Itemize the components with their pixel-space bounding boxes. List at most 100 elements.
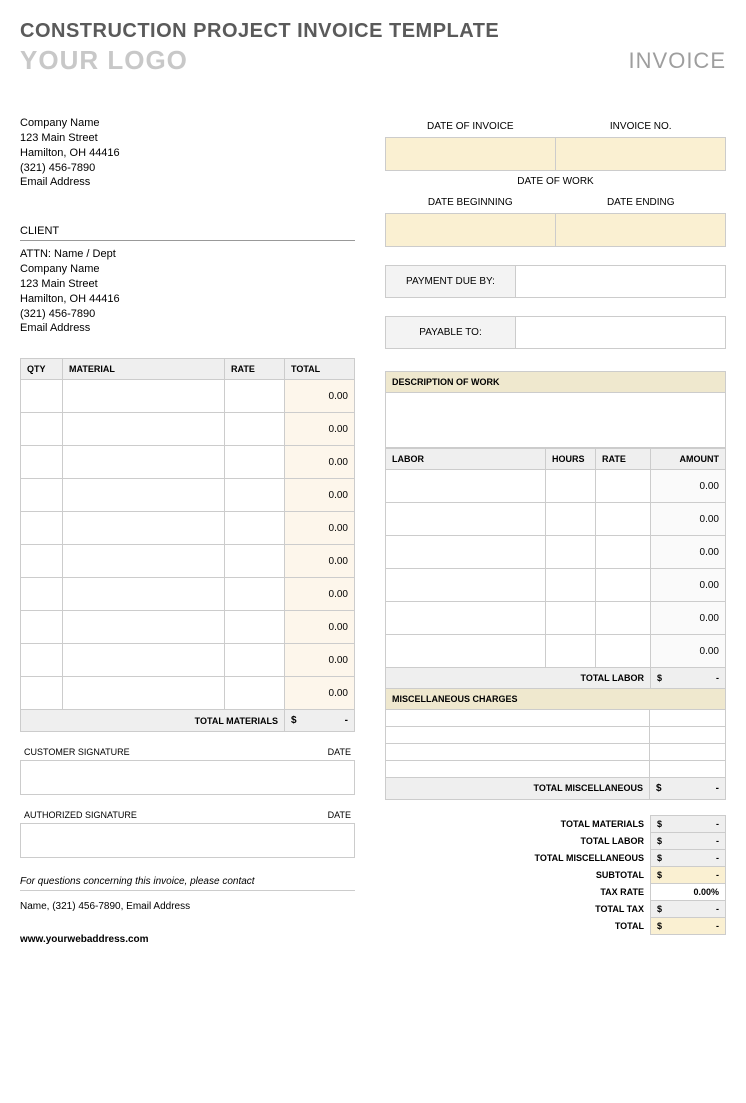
misc-charges-header: MISCELLANEOUS CHARGES <box>385 689 726 710</box>
material-row-desc[interactable] <box>63 479 225 512</box>
date-of-invoice-input[interactable] <box>386 138 556 170</box>
labor-row-hours[interactable] <box>546 470 596 503</box>
summary-label: TOTAL MATERIALS <box>491 816 651 833</box>
labor-row-desc[interactable] <box>386 503 546 536</box>
material-row-qty[interactable] <box>21 578 63 611</box>
material-row-total: 0.00 <box>285 578 355 611</box>
material-row-desc[interactable] <box>63 512 225 545</box>
summary-value: $- <box>651 833 726 850</box>
labor-row-hours[interactable] <box>546 602 596 635</box>
misc-row-desc[interactable] <box>386 761 650 777</box>
material-row-qty[interactable] <box>21 512 63 545</box>
payable-to-input[interactable] <box>516 317 725 348</box>
summary-label: TOTAL MISCELLANEOUS <box>491 850 651 867</box>
summary-value: $- <box>651 901 726 918</box>
authorized-signature-box[interactable] <box>20 823 355 858</box>
material-row-desc[interactable] <box>63 413 225 446</box>
misc-row-desc[interactable] <box>386 727 650 743</box>
labor-row-rate[interactable] <box>596 569 651 602</box>
material-row-desc[interactable] <box>63 446 225 479</box>
invoice-date-input-row <box>385 137 726 171</box>
client-heading: CLIENT <box>20 225 355 241</box>
misc-total-label: TOTAL MISCELLANEOUS <box>386 778 650 799</box>
customer-signature-box[interactable] <box>20 760 355 795</box>
material-row-rate[interactable] <box>225 446 285 479</box>
material-row-rate[interactable] <box>225 677 285 710</box>
material-row-qty[interactable] <box>21 611 63 644</box>
description-of-work-body[interactable] <box>385 393 726 448</box>
labor-header-rate: RATE <box>596 449 651 470</box>
summary-label: TOTAL <box>491 918 651 935</box>
material-row-qty[interactable] <box>21 545 63 578</box>
labor-row-hours[interactable] <box>546 635 596 668</box>
material-row-total: 0.00 <box>285 446 355 479</box>
labor-total-label: TOTAL LABOR <box>386 668 651 689</box>
material-row-rate[interactable] <box>225 578 285 611</box>
logo-row: YOUR LOGO INVOICE <box>20 45 726 76</box>
labor-row-hours[interactable] <box>546 503 596 536</box>
labor-row-rate[interactable] <box>596 602 651 635</box>
misc-total-row: TOTAL MISCELLANEOUS $- <box>385 778 726 800</box>
material-row-rate[interactable] <box>225 413 285 446</box>
labor-row-desc[interactable] <box>386 635 546 668</box>
material-row-rate[interactable] <box>225 644 285 677</box>
date-range-header-row: DATE BEGINNING DATE ENDING <box>385 192 726 213</box>
material-row-desc[interactable] <box>63 611 225 644</box>
material-row-qty[interactable] <box>21 446 63 479</box>
date-range-input-row <box>385 213 726 247</box>
client-name: Company Name <box>20 262 355 277</box>
material-row-total: 0.00 <box>285 479 355 512</box>
company-email: Email Address <box>20 175 355 190</box>
misc-row-amount[interactable] <box>650 744 725 760</box>
material-row-rate[interactable] <box>225 545 285 578</box>
material-row-desc[interactable] <box>63 380 225 413</box>
summary-label: TAX RATE <box>491 884 651 901</box>
material-row-desc[interactable] <box>63 677 225 710</box>
misc-row-desc[interactable] <box>386 710 650 726</box>
labor-row-desc[interactable] <box>386 602 546 635</box>
date-beginning-input[interactable] <box>386 214 556 246</box>
misc-row-amount[interactable] <box>650 761 725 777</box>
payment-due-input[interactable] <box>516 266 725 297</box>
labor-row-hours[interactable] <box>546 536 596 569</box>
labor-row-rate[interactable] <box>596 470 651 503</box>
labor-row-desc[interactable] <box>386 569 546 602</box>
misc-row-desc[interactable] <box>386 744 650 760</box>
labor-header-amount: AMOUNT <box>651 449 726 470</box>
material-row-qty[interactable] <box>21 380 63 413</box>
labor-row-rate[interactable] <box>596 503 651 536</box>
labor-row-rate[interactable] <box>596 635 651 668</box>
invoice-no-input[interactable] <box>556 138 725 170</box>
material-row-rate[interactable] <box>225 611 285 644</box>
material-row-qty[interactable] <box>21 413 63 446</box>
materials-table: QTY MATERIAL RATE TOTAL 0.00 0.00 0.00 0… <box>20 358 355 732</box>
material-row-qty[interactable] <box>21 644 63 677</box>
labor-row-desc[interactable] <box>386 536 546 569</box>
description-of-work-header: DESCRIPTION OF WORK <box>385 371 726 393</box>
material-row-qty[interactable] <box>21 677 63 710</box>
labor-row-amount: 0.00 <box>651 635 726 668</box>
material-row-rate[interactable] <box>225 380 285 413</box>
material-row-rate[interactable] <box>225 479 285 512</box>
labor-row-hours[interactable] <box>546 569 596 602</box>
date-beginning-label: DATE BEGINNING <box>385 192 556 213</box>
company-name: Company Name <box>20 116 355 131</box>
labor-header-hours: HOURS <box>546 449 596 470</box>
material-row-rate[interactable] <box>225 512 285 545</box>
material-row-desc[interactable] <box>63 578 225 611</box>
labor-row-rate[interactable] <box>596 536 651 569</box>
material-row-qty[interactable] <box>21 479 63 512</box>
date-of-invoice-label: DATE OF INVOICE <box>385 116 556 137</box>
date-ending-input[interactable] <box>556 214 725 246</box>
summary-value: $- <box>651 850 726 867</box>
labor-row-amount: 0.00 <box>651 602 726 635</box>
material-row-desc[interactable] <box>63 644 225 677</box>
labor-row-desc[interactable] <box>386 470 546 503</box>
misc-row-amount[interactable] <box>650 727 725 743</box>
company-city: Hamilton, OH 44416 <box>20 146 355 161</box>
material-row-total: 0.00 <box>285 380 355 413</box>
client-attn: ATTN: Name / Dept <box>20 247 355 262</box>
material-row-desc[interactable] <box>63 545 225 578</box>
misc-row-amount[interactable] <box>650 710 725 726</box>
labor-row-amount: 0.00 <box>651 503 726 536</box>
